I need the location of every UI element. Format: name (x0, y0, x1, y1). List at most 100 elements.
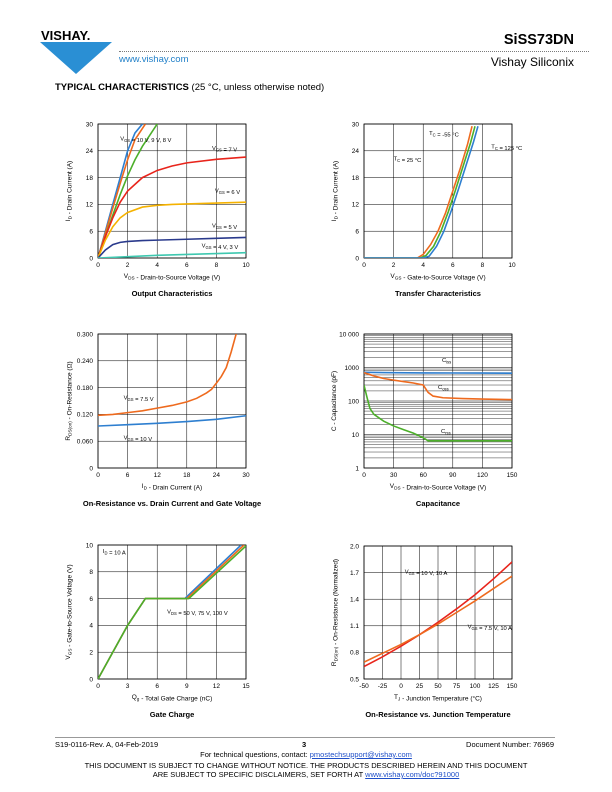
y-tick-label: 0 (89, 676, 93, 683)
x-tick-label: 120 (477, 472, 488, 479)
y-tick-label: 12 (352, 202, 360, 209)
contact-email-link[interactable]: pmostechsupport@vishay.com (309, 750, 412, 759)
annotation-label: ID = 10 A (103, 549, 126, 557)
annotation-label: TC = -55 °C (429, 131, 459, 139)
x-tick-label: 24 (213, 472, 221, 479)
annotation-label: VDS = 50 V, 75 V, 100 V (167, 609, 228, 617)
gate-xlabel: Qg - Total Gate Charge (nC) (132, 694, 213, 703)
y-tick-label: 30 (86, 121, 94, 128)
annotation-label: VGS = 10 V, 9 V, 8 V (120, 137, 171, 145)
y-tick-label: 24 (352, 148, 360, 155)
annotation-label: Coss (438, 385, 449, 392)
rds-chart: 0 6 12 18 24 30 0 0.060 0.120 0.180 0.240 0.300 VGS … (65, 331, 261, 508)
website-link[interactable]: www.vishay.com (119, 54, 189, 65)
disclaimer-link[interactable]: www.vishay.com/doc?91000 (365, 770, 460, 779)
section-title-bold: TYPICAL CHARACTERISTICS (55, 82, 189, 93)
output-ylabel: ID - Drain Current (A) (65, 161, 74, 221)
x-tick-label: 10 (508, 262, 516, 269)
x-tick-label: 12 (154, 472, 162, 479)
x-tick-label: 0 (96, 683, 100, 690)
annotation-label: TC = 125 °C (491, 145, 522, 153)
section-title: TYPICAL CHARACTERISTICS (25 °C, unless o… (55, 82, 324, 93)
y-tick-label: 2.0 (350, 543, 359, 550)
annotation-label: VGS = 7 V (212, 146, 237, 154)
y-tick-label: 18 (86, 175, 94, 182)
y-tick-label: 100 (348, 398, 359, 405)
rds-series-line (98, 414, 246, 427)
y-tick-label: 6 (89, 596, 93, 603)
y-tick-label: 1.1 (350, 623, 359, 630)
y-tick-label: 0.5 (350, 676, 359, 683)
doc-revision: S19-0116-Rev. A, 04-Feb-2019 (55, 740, 159, 749)
y-tick-label: 6 (89, 229, 93, 236)
transfer-frame (363, 123, 513, 259)
x-tick-label: 4 (421, 262, 425, 269)
section-title-rest: (25 °C, unless otherwise noted) (188, 82, 325, 93)
y-tick-label: 10 (86, 542, 94, 549)
output-xlabel: VDS - Drain-to-Source Voltage (V) (124, 273, 220, 282)
output-series-line (98, 201, 246, 258)
cap-series-line (364, 371, 512, 401)
annotation-label: Crss (441, 429, 451, 436)
y-tick-label: 0 (89, 255, 93, 262)
rdstemp-xlabel: TJ - Junction Temperature (°C) (394, 694, 482, 703)
y-tick-label: 0.180 (77, 385, 94, 392)
document-number: Document Number: 76969 (466, 740, 554, 749)
rds-grid (97, 333, 247, 469)
output-series-line (98, 156, 246, 258)
x-tick-label: 60 (420, 472, 428, 479)
x-tick-label: 0 (96, 262, 100, 269)
y-tick-label: 1000 (345, 365, 360, 372)
x-tick-label: 8 (481, 262, 485, 269)
x-tick-label: 2 (126, 262, 130, 269)
output-series-line (98, 251, 246, 258)
annotation-label: VGS = 6 V (215, 188, 240, 196)
cap-title: Capacitance (416, 499, 460, 508)
output-series-line (98, 236, 246, 258)
x-tick-label: 30 (390, 472, 398, 479)
y-tick-label: 0.120 (77, 412, 94, 419)
cap-series-line (364, 371, 512, 374)
y-tick-label: 2 (89, 650, 93, 657)
x-tick-label: -50 (359, 683, 369, 690)
y-tick-label: 0 (355, 255, 359, 262)
x-tick-label: 10 (242, 262, 250, 269)
y-tick-label: 0.300 (77, 331, 94, 338)
x-tick-label: 3 (126, 683, 130, 690)
cap-ylabel: C - Capacitance (pF) (331, 371, 338, 431)
x-tick-label: 12 (213, 683, 221, 690)
cap-chart: 0 30 60 90 120 150 1 10 100 1000 10 000 Ciss Coss Crs… (331, 331, 518, 508)
rds-xlabel: ID - Drain Current (A) (142, 483, 202, 492)
y-tick-label: 18 (352, 175, 360, 182)
x-tick-label: 6 (185, 262, 189, 269)
rds-series-line (98, 334, 237, 417)
output-frame (97, 123, 247, 259)
cap-series-line (364, 384, 512, 442)
company-name: Vishay Siliconix (490, 55, 574, 69)
disclaimer-prefix: ARE SUBJECT TO SPECIFIC DISCLAIMERS, SET… (152, 770, 366, 779)
disclaimer-line-1: THIS DOCUMENT IS SUBJECT TO CHANGE WITHO… (84, 761, 528, 770)
x-tick-label: 25 (416, 683, 424, 690)
y-tick-label: 4 (89, 623, 93, 630)
rdstemp-chart: -50 -25 0 25 50 75 100 125 150 0.5 0.8 1.1 1.4 1.7 2.0… (331, 543, 518, 719)
x-tick-label: 150 (507, 683, 518, 690)
transfer-title: Transfer Characteristics (395, 289, 481, 298)
x-tick-label: 6 (451, 262, 455, 269)
output-series-line (98, 124, 147, 258)
transfer-series-line (364, 126, 476, 258)
rdstemp-grid (363, 545, 513, 680)
x-tick-label: 0 (399, 683, 403, 690)
x-tick-label: 18 (183, 472, 191, 479)
y-tick-label: 30 (352, 121, 360, 128)
rdstemp-series-line (364, 561, 512, 668)
x-tick-label: 150 (507, 472, 518, 479)
x-tick-label: 75 (453, 683, 461, 690)
rds-title: On-Resistance vs. Drain Current and Gate… (83, 499, 261, 508)
annotation-label: VGS = 10 V, 10 A (405, 569, 448, 577)
transfer-xlabel: VGS - Gate-to-Source Voltage (V) (390, 273, 485, 282)
y-tick-label: 10 (352, 432, 360, 439)
x-tick-label: 2 (392, 262, 396, 269)
y-tick-label: 1 (355, 465, 359, 472)
